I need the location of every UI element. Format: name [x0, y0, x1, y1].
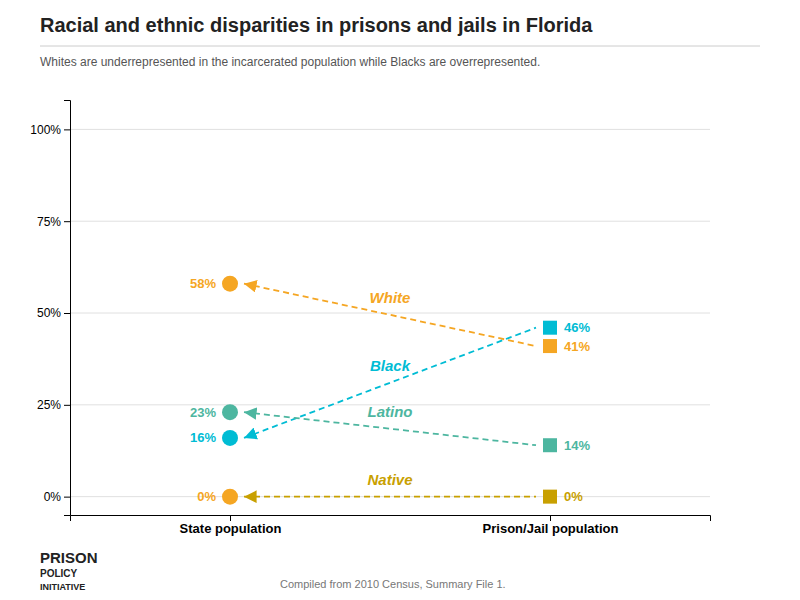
point-circle: [222, 404, 238, 420]
y-tick: 75%: [37, 215, 70, 229]
data-label: 16%: [190, 430, 216, 445]
series-name: White: [370, 289, 411, 306]
chart: Racial and ethnic disparities in prisons…: [0, 0, 800, 600]
y-tick-label: 50%: [37, 306, 61, 320]
logo-text: INITIATIVE: [40, 582, 85, 592]
point-circle: [222, 489, 238, 505]
x-tick: State population: [180, 515, 282, 536]
y-tick-label: 75%: [37, 215, 61, 229]
point-square: [543, 339, 557, 353]
grid-line: [70, 313, 710, 314]
labels: 58% 41% White 16% 46% Black 23% 14% Latino 0% 0% Na…: [190, 276, 590, 504]
y-tick: 0%: [44, 490, 70, 504]
grid-line: [70, 496, 710, 497]
point-circle: [222, 276, 238, 292]
x-tick-mark: [230, 515, 231, 521]
data-label: 58%: [190, 276, 216, 291]
point-circle: [222, 430, 238, 446]
data-label: 23%: [190, 405, 216, 420]
title-rule: [40, 46, 760, 47]
logo-text: PRISON: [40, 549, 98, 566]
point-square: [543, 490, 557, 504]
grid-line: [70, 221, 710, 222]
series-line: [244, 284, 536, 346]
x-tick: Prison/Jail population: [483, 515, 619, 536]
y-tick-mark: [64, 405, 70, 406]
footnote: Compiled from 2010 Census, Summary File …: [280, 578, 506, 590]
title: Racial and ethnic disparities in prisons…: [40, 14, 593, 36]
data-label: 0%: [197, 489, 216, 504]
series-name: Latino: [368, 403, 413, 420]
point-square: [543, 438, 557, 452]
x-axis-line: [71, 516, 711, 522]
y-tick-mark: [64, 313, 70, 314]
y-tick-label: 0%: [44, 490, 62, 504]
y-tick-label: 100%: [30, 123, 61, 137]
point-square: [543, 321, 557, 335]
subtitle: Whites are underrepresented in the incar…: [40, 55, 540, 69]
y-tick-mark: [64, 129, 70, 130]
y-tick: 100%: [30, 123, 70, 137]
y-axis-line: [64, 101, 71, 516]
series-name: Black: [370, 357, 411, 374]
series-name: Native: [367, 471, 412, 488]
data-label: 0%: [564, 489, 583, 504]
x-axis: State population Prison/Jail population: [71, 515, 711, 536]
y-tick-label: 25%: [37, 398, 61, 412]
data-label: 46%: [564, 320, 590, 335]
y-axis: 0% 25% 50% 75% 100%: [30, 101, 70, 516]
y-tick-mark: [64, 497, 70, 498]
logo-text: POLICY: [40, 568, 78, 579]
grid: [70, 129, 710, 496]
grid-line: [70, 129, 710, 130]
data-label: 14%: [564, 438, 590, 453]
y-tick: 50%: [37, 306, 70, 320]
x-tick-label: State population: [180, 521, 282, 536]
series-line: [244, 496, 536, 498]
x-tick-label: Prison/Jail population: [483, 521, 619, 536]
marks: [222, 276, 557, 505]
y-tick-mark: [64, 221, 70, 222]
data-label: 41%: [564, 339, 590, 354]
x-tick-mark: [550, 515, 551, 521]
series-line: [244, 328, 536, 438]
y-tick: 25%: [37, 398, 70, 412]
